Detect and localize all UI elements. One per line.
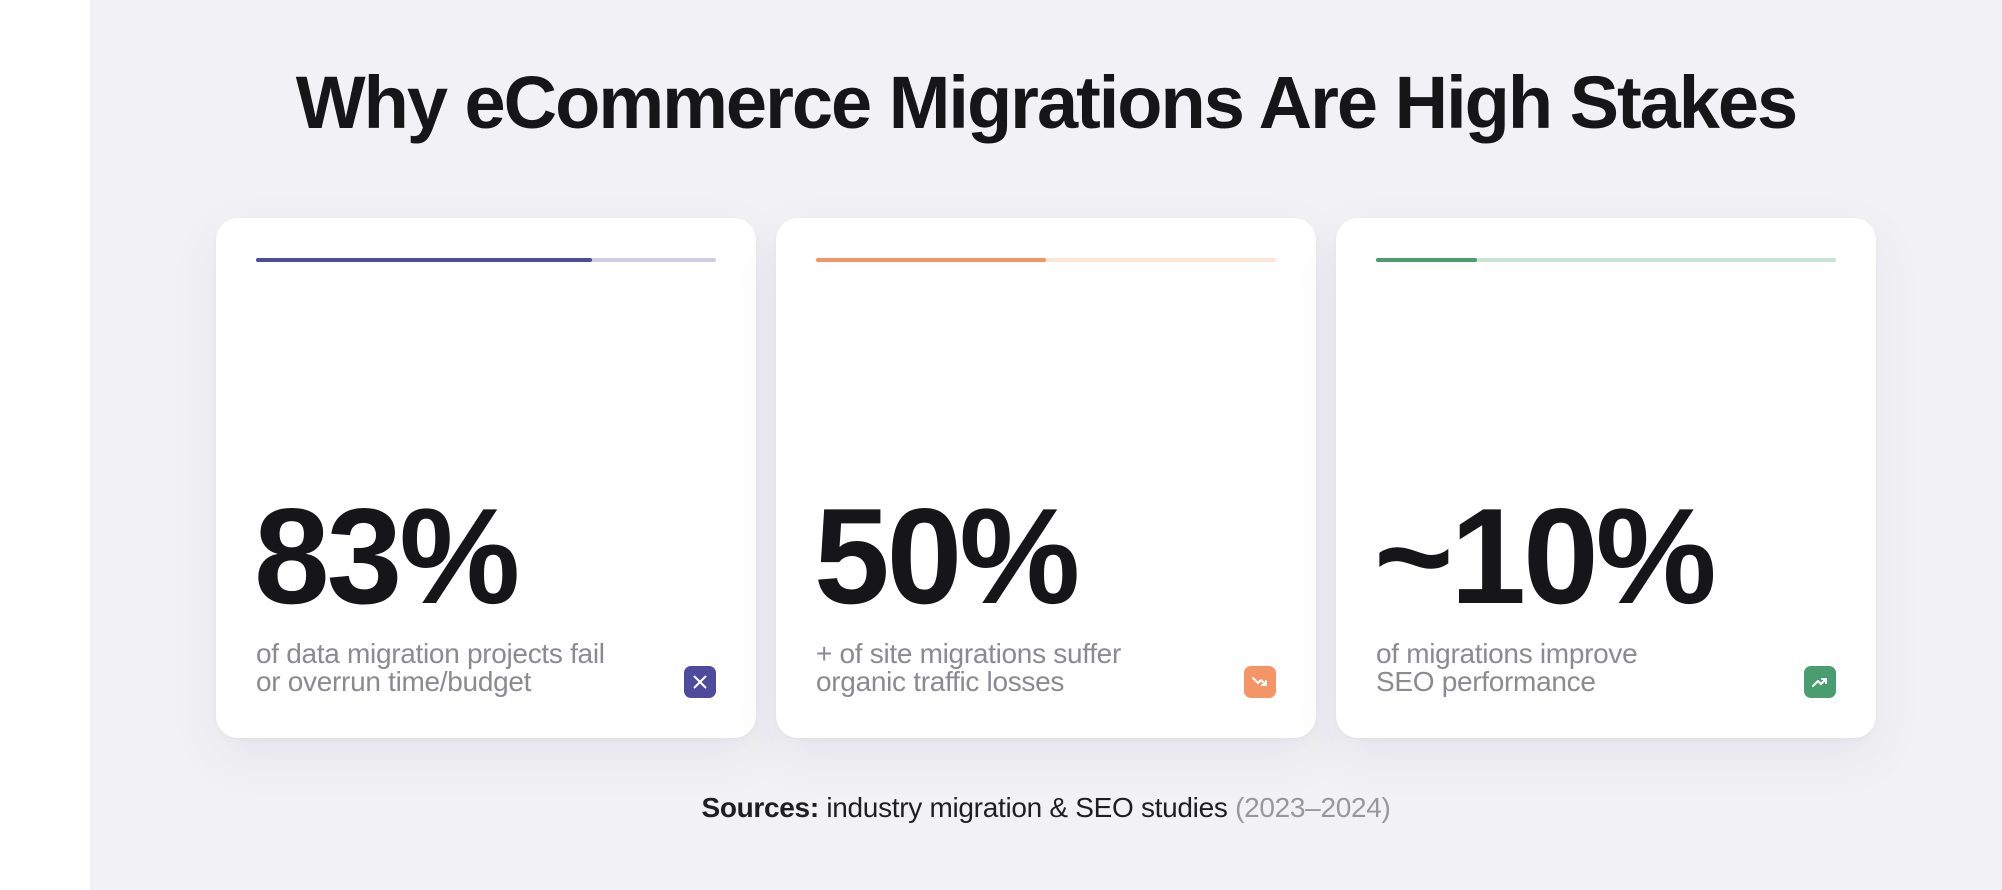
- description-line-2: SEO performance: [1376, 666, 1596, 697]
- sources-text: industry migration & SEO studies: [818, 792, 1236, 823]
- progress-fill: [256, 258, 592, 262]
- x-icon: [684, 666, 716, 698]
- description-line-2: or overrun time/budget: [256, 666, 532, 697]
- stat-description: of data migration projects fail or overr…: [256, 640, 656, 696]
- progress-track: [816, 258, 1276, 262]
- sources-label: Sources:: [701, 792, 819, 823]
- stat-value: ~10%: [1374, 480, 1717, 632]
- page-title: Why eCommerce Migrations Are High Stakes: [295, 61, 1798, 144]
- trend-down-icon: [1244, 666, 1276, 698]
- stat-card-2: 50% + of site migrations suffer organic …: [776, 218, 1316, 738]
- left-margin: [0, 0, 90, 890]
- stat-description: of migrations improve SEO performance: [1376, 640, 1776, 696]
- trend-up-icon: [1804, 666, 1836, 698]
- progress-fill: [816, 258, 1046, 262]
- stat-card-3: ~10% of migrations improve SEO performan…: [1336, 218, 1876, 738]
- description-line-1: of migrations improve: [1376, 638, 1638, 669]
- stat-card-1: 83% of data migration projects fail or o…: [216, 218, 756, 738]
- progress-fill: [1376, 258, 1478, 262]
- progress-track: [256, 258, 716, 262]
- description-line-1: + of site migrations suffer: [816, 638, 1121, 669]
- sources-years: (2023–2024): [1235, 792, 1391, 823]
- progress-track: [1376, 258, 1836, 262]
- stat-description: + of site migrations suffer organic traf…: [816, 640, 1216, 696]
- stat-value: 83%: [254, 480, 520, 632]
- slide: Why eCommerce Migrations Are High Stakes…: [90, 0, 2002, 890]
- stat-value: 50%: [814, 480, 1080, 632]
- description-line-2: organic traffic losses: [816, 666, 1065, 697]
- description-line-1: of data migration projects fail: [256, 638, 605, 669]
- sources-footnote: Sources: industry migration & SEO studie…: [90, 792, 2002, 824]
